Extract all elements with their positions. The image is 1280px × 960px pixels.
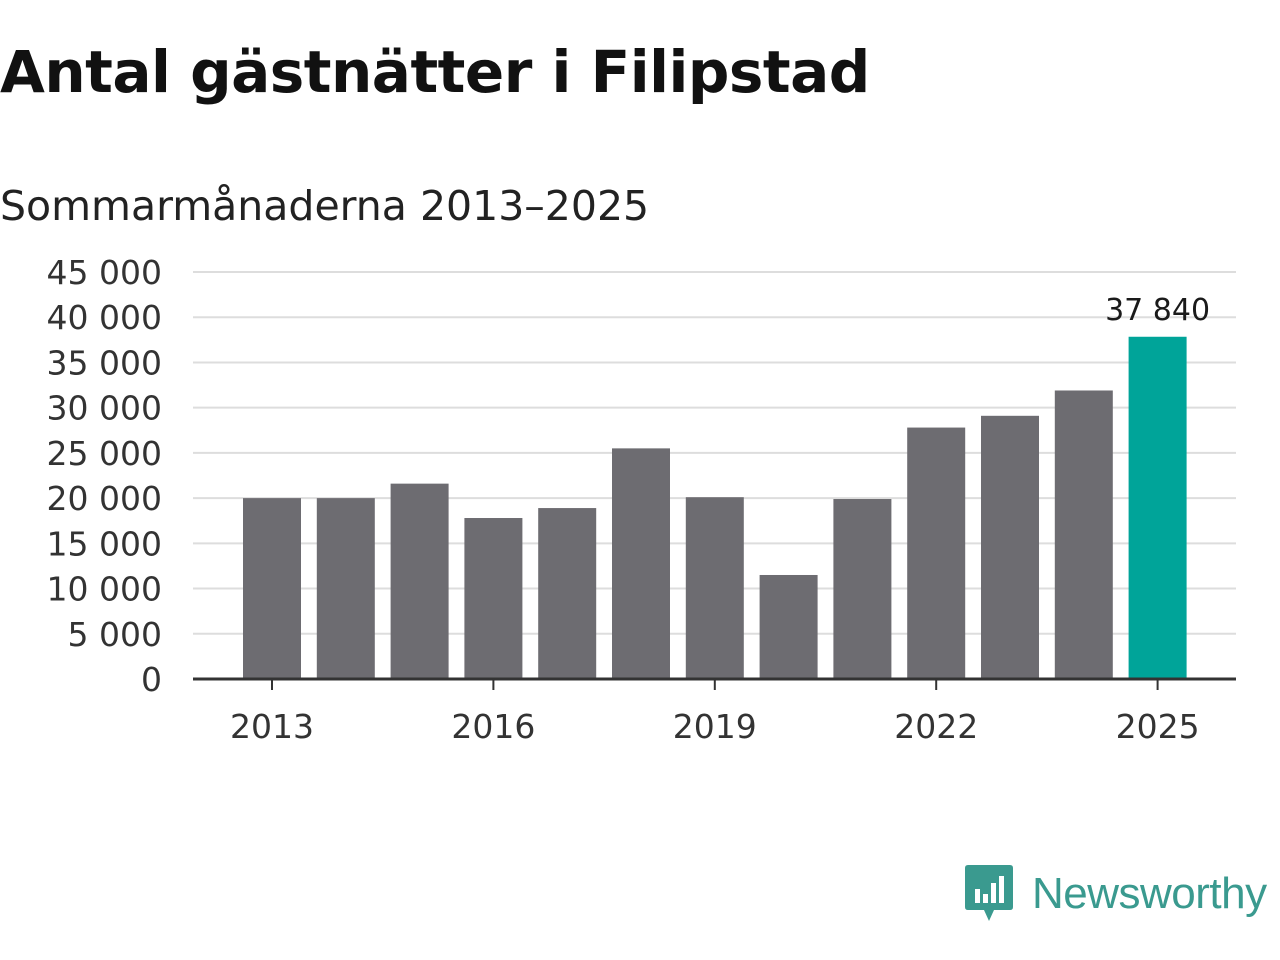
- x-tick-label: 2025: [1116, 707, 1200, 746]
- y-tick-label: 25 000: [47, 434, 162, 473]
- bar-2020: [759, 574, 818, 679]
- bar-2014: [316, 498, 375, 679]
- axes: [193, 677, 1236, 690]
- y-tick-label: 15 000: [47, 524, 162, 563]
- y-tick-label: 35 000: [47, 343, 162, 382]
- y-tick-label: 40 000: [47, 298, 162, 337]
- bar-2018: [612, 448, 670, 679]
- x-tick-label: 2022: [894, 707, 978, 746]
- y-tick-label: 20 000: [47, 479, 162, 518]
- y-tick-label: 30 000: [47, 389, 162, 428]
- y-tick-label: 10 000: [47, 570, 162, 609]
- y-tick-label: 5 000: [68, 615, 162, 654]
- bar-2015: [390, 483, 449, 679]
- x-tick-label: 2016: [451, 707, 535, 746]
- bar-2013: [243, 498, 301, 679]
- x-tick-label: 2019: [673, 707, 757, 746]
- bar-2024: [1054, 390, 1113, 679]
- bar-2016: [464, 518, 523, 679]
- newsworthy-logo: Newsworthy: [964, 862, 1267, 926]
- brand-name: Newsworthy: [1032, 869, 1267, 918]
- y-tick-label: 45 000: [47, 253, 162, 292]
- bar-2025: [1128, 336, 1187, 679]
- x-tick-label: 2013: [230, 707, 314, 746]
- bar-2023: [981, 415, 1039, 679]
- bar-2022: [907, 427, 966, 679]
- chart-title: Antal gästnätter i Filipstad: [0, 38, 870, 106]
- y-tick-label: 0: [141, 660, 162, 699]
- newsworthy-logo-icon: [965, 865, 1013, 921]
- bar-2017: [538, 508, 597, 679]
- bar-2021: [833, 499, 892, 679]
- data-label-2025: 37 840: [1105, 293, 1210, 328]
- labels: 0 5 000 10 000 15 000 20 000 25 000 30 000 35 0…: [47, 253, 1211, 746]
- chart-subtitle: Sommarmånaderna 2013–2025: [0, 182, 650, 230]
- bars: [243, 336, 1187, 679]
- bar-2019: [685, 497, 744, 679]
